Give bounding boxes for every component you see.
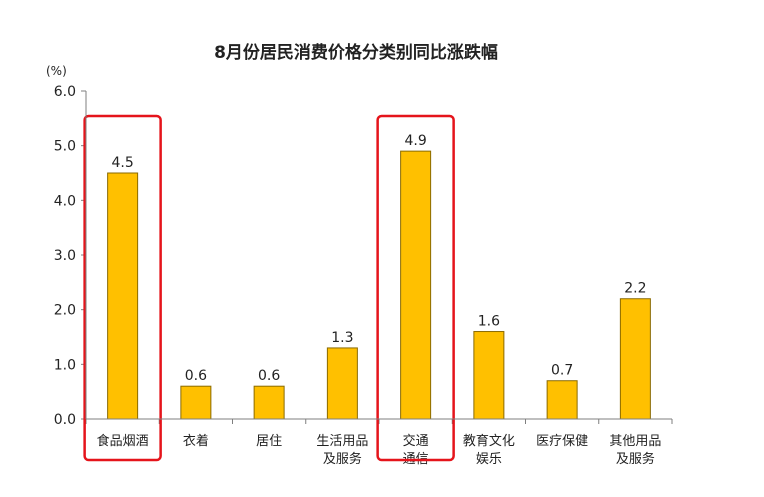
data-label: 4.9 [404,133,426,149]
highlight-box [83,114,162,462]
bar [253,385,285,420]
category-label: 居住 [256,434,282,449]
y-tick-label: 3.0 [54,248,76,264]
category-label: 衣着 [183,433,209,449]
category-label: 娱乐 [476,452,502,467]
y-tick-label: 4.0 [54,193,76,209]
chart-title: 8月份居民消费价格分类别同比涨跌幅 [214,42,498,63]
data-label: 4.5 [111,155,133,171]
y-tick-label: 1.0 [54,357,76,373]
y-tick-label: 2.0 [54,303,76,319]
category-label: 其他用品 [609,434,661,449]
bar [400,150,432,420]
data-label: 0.7 [551,363,573,379]
data-label: 1.6 [478,314,500,330]
category-label: 食品烟酒 [97,433,149,449]
y-tick-label: 0.0 [54,412,76,428]
bar [546,380,578,420]
highlight-box [376,114,455,462]
y-axis-unit: (%) [46,64,67,78]
category-label: 生活用品 [316,434,368,449]
data-label: 0.6 [185,368,207,384]
bar [619,298,651,420]
bar [326,347,358,420]
category-label: 医疗保健 [536,434,588,449]
y-axis-ticks: 0.0 1.0 2.0 3.0 4.0 5.0 6.0 [54,84,673,428]
data-label: 1.3 [331,330,353,346]
data-label: 0.6 [258,368,280,384]
bar [107,172,139,420]
category-label: 教育文化 [463,433,515,449]
data-label: 2.2 [624,281,646,297]
category-label: 及服务 [323,451,362,467]
bar [180,385,212,420]
bars: 4.5食品烟酒0.6衣着0.6居住1.3生活用品及服务4.9交通通信1.6教育文… [97,133,662,467]
watermark-text: 头条 @现代经济与货币 [585,463,750,482]
category-label: 交通 [403,433,429,449]
highlight-boxes [83,114,455,462]
bar [473,331,505,420]
category-label: 及服务 [616,451,655,467]
y-tick-label: 6.0 [54,84,76,100]
y-tick-label: 5.0 [54,139,76,155]
